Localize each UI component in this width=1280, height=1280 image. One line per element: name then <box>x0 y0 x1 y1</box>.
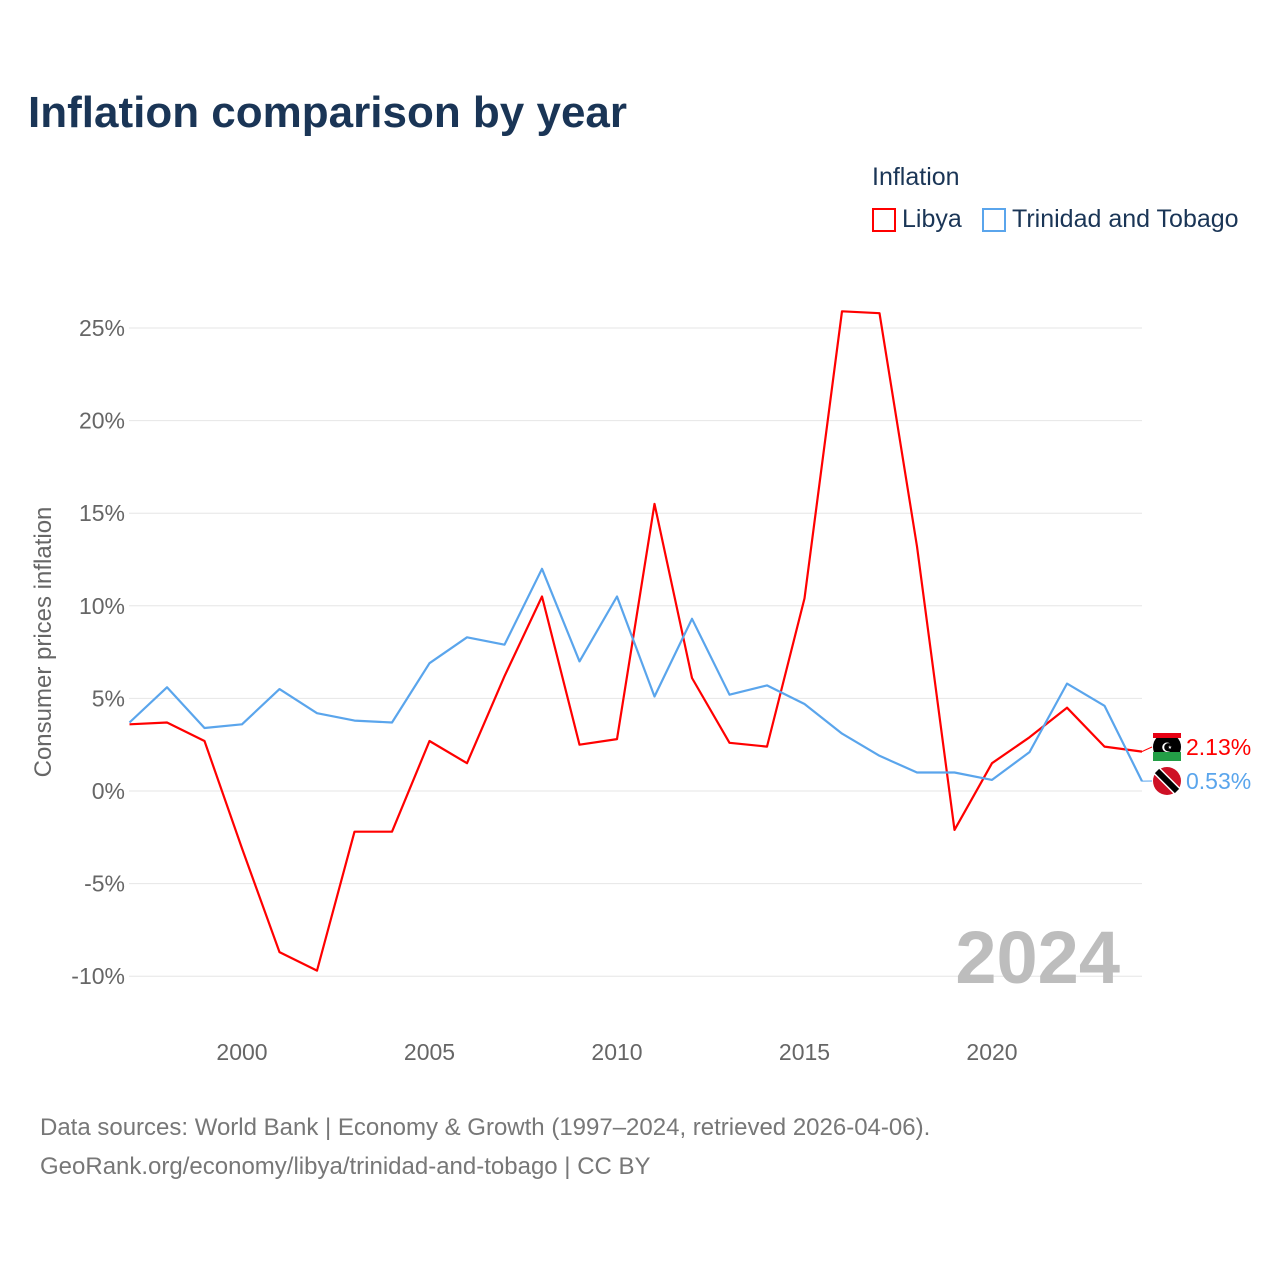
chart-title: Inflation comparison by year <box>28 88 628 137</box>
source-line-2[interactable]: GeoRank.org/economy/libya/trinidad-and-t… <box>40 1153 651 1180</box>
x-tick-label: 2015 <box>779 1039 830 1065</box>
legend-swatch-libya <box>872 207 896 232</box>
libya-flag-stripe <box>1153 733 1181 738</box>
y-tick-label: 25% <box>79 315 125 341</box>
y-axis-label: Consumer prices inflation <box>30 507 57 778</box>
y-tick-label: 10% <box>79 593 125 619</box>
y-tick-label: 15% <box>79 500 125 526</box>
end-value-label: 0.53% <box>1186 768 1251 794</box>
legend-item-libya[interactable]: Libya <box>872 205 962 234</box>
y-tick-label: 20% <box>79 408 125 434</box>
series-line-0 <box>129 310 1143 972</box>
x-tick-label: 2010 <box>591 1039 642 1065</box>
end-value-label: 2.13% <box>1186 734 1251 760</box>
legend-title: Inflation <box>872 163 960 191</box>
source-line-1: Data sources: World Bank | Economy & Gro… <box>40 1114 931 1141</box>
libya-flag-stripe <box>1153 752 1181 761</box>
x-tick-label: 2000 <box>216 1039 267 1065</box>
x-tick-label: 2005 <box>404 1039 455 1065</box>
source-note: Data sources: World Bank | Economy & Gro… <box>40 1108 930 1186</box>
y-tick-label: -5% <box>84 871 125 897</box>
legend-swatch-trinidad <box>982 207 1006 232</box>
y-tick-label: 5% <box>92 685 125 711</box>
year-watermark: 2024 <box>955 916 1120 999</box>
trinidad-flag-stripe <box>1154 768 1180 794</box>
crescent-icon: ☪ <box>1161 740 1173 755</box>
x-tick-label: 2020 <box>966 1039 1017 1065</box>
y-tick-label: -10% <box>71 963 125 989</box>
legend-label: Libya <box>902 205 962 233</box>
series-line-1 <box>128 567 1143 782</box>
legend-label: Trinidad and Tobago <box>1012 205 1239 233</box>
legend-item-trinidad[interactable]: Trinidad and Tobago <box>982 205 1239 234</box>
end-connector <box>1141 746 1153 753</box>
y-tick-label: 0% <box>92 778 125 804</box>
